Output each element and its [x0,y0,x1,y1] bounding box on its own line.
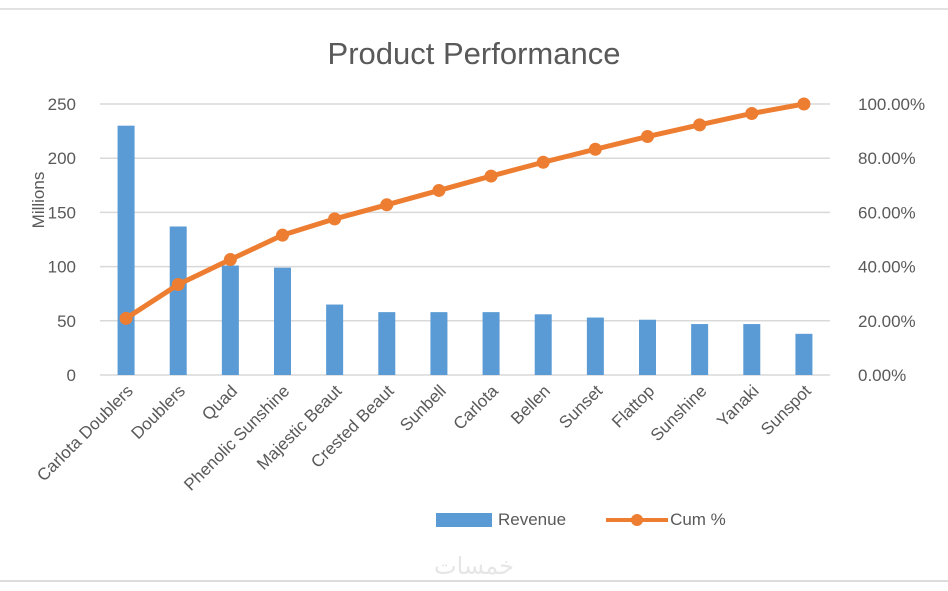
cum-percent-marker [119,311,133,325]
revenue-bar [378,312,396,375]
revenue-bar [221,265,239,375]
y-tick-label: 100 [48,258,76,277]
y-tick-label: 250 [48,95,76,114]
x-category-label: Yanaki [713,381,762,430]
revenue-bar [586,317,604,375]
cum-percent-marker [588,142,602,156]
cum-percent-marker [641,130,654,144]
revenue-bar [430,312,448,375]
x-category-label: Doublers [127,381,189,443]
x-category-label: Flattop [608,381,658,431]
top-border [0,8,948,10]
cum-percent-marker [693,118,707,132]
chart-legend: Revenue Cum % [436,510,766,530]
legend-item-revenue: Revenue [436,510,566,530]
revenue-swatch-icon [436,513,492,527]
x-category-label: Bellen [507,381,554,428]
x-category-label: Sunspot [757,381,815,439]
cum-percent-marker [380,198,394,212]
revenue-bar [274,267,291,375]
y2-tick-label: 100.00% [858,95,925,114]
cum-percent-marker [171,277,185,291]
x-category-label: Sunbell [396,381,450,435]
revenue-bar [534,314,552,375]
cum-percent-marker [328,212,342,226]
y2-tick-label: 0.00% [858,366,906,385]
revenue-bar [117,125,135,376]
revenue-bar [691,324,709,375]
bottom-border [0,580,948,582]
y-tick-label: 0 [67,366,76,385]
x-category-label: Carlota Doublers [33,381,137,485]
legend-item-cum: Cum % [606,510,726,530]
y2-tick-label: 80.00% [858,149,916,168]
y2-tick-label: 60.00% [858,203,916,222]
revenue-bar [639,319,656,375]
chart-title: Product Performance [327,36,621,71]
x-category-label: Sunset [555,381,606,432]
x-category-label: Carlota [450,381,503,434]
y2-tick-label: 40.00% [858,258,916,277]
cum-percent-marker [432,183,446,197]
cum-percent-marker [536,155,550,169]
watermark: خمسات [433,553,515,580]
legend-label-revenue: Revenue [498,510,567,529]
y-tick-label: 200 [48,149,76,168]
cum-percent-marker [484,169,498,183]
y-axis-title: Millions [29,172,48,229]
y-tick-label: 50 [57,312,76,331]
legend-label-cum: Cum % [670,510,726,529]
cum-percent-marker [745,106,759,120]
revenue-bar [482,312,500,375]
revenue-bar [326,304,344,375]
revenue-bar [169,226,187,375]
cum-percent-marker [223,253,237,267]
x-category-label: Sunshine [647,381,711,445]
cum-percent-line [124,101,805,321]
y-tick-label: 150 [48,203,76,222]
x-category-label: Quad [198,381,241,424]
y2-tick-label: 20.00% [858,312,916,331]
revenue-bar [795,333,813,375]
cum-line-swatch-icon [606,513,669,527]
cum-percent-marker [797,97,811,111]
revenue-bar [743,324,761,375]
cum-percent-marker [276,228,289,242]
